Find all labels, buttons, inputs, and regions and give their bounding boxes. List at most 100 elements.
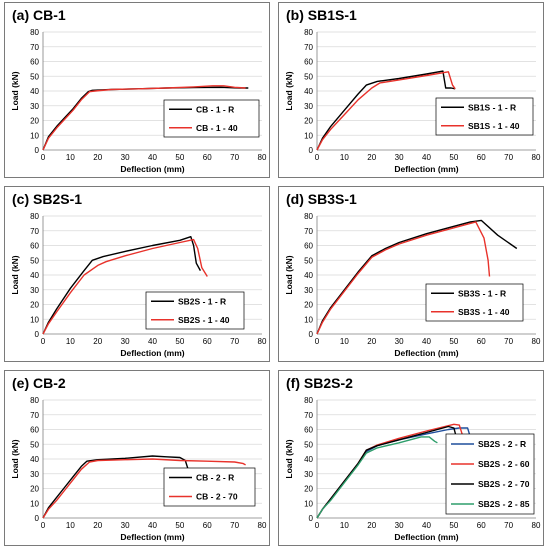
x-tick-label: 50 bbox=[175, 337, 184, 346]
x-tick-label: 10 bbox=[66, 153, 75, 162]
y-tick-label: 60 bbox=[304, 58, 313, 67]
x-tick-label: 70 bbox=[230, 521, 239, 530]
x-axis-label: Deflection (mm) bbox=[394, 164, 458, 174]
legend-label: CB - 1 - 40 bbox=[196, 123, 238, 133]
y-tick-label: 60 bbox=[304, 426, 313, 435]
x-axis-label: Deflection (mm) bbox=[120, 164, 184, 174]
y-tick-label: 0 bbox=[35, 330, 40, 339]
x-tick-label: 80 bbox=[532, 521, 541, 530]
x-tick-label: 30 bbox=[395, 521, 404, 530]
x-axis-label: Deflection (mm) bbox=[394, 348, 458, 358]
legend-label: SB2S - 2 - 60 bbox=[478, 459, 530, 469]
y-tick-label: 0 bbox=[35, 146, 40, 155]
y-tick-label: 20 bbox=[30, 485, 39, 494]
y-tick-label: 80 bbox=[30, 396, 39, 405]
y-tick-label: 30 bbox=[30, 470, 39, 479]
y-tick-label: 10 bbox=[30, 131, 39, 140]
panel-title: (b) SB1S-1 bbox=[286, 7, 357, 23]
y-tick-label: 50 bbox=[304, 256, 313, 265]
y-axis-label: Load (kN) bbox=[284, 439, 294, 478]
y-tick-label: 0 bbox=[309, 146, 314, 155]
legend-label: SB2S - 2 - 85 bbox=[478, 499, 530, 509]
y-tick-label: 70 bbox=[30, 411, 39, 420]
y-tick-label: 10 bbox=[304, 315, 313, 324]
x-tick-label: 50 bbox=[175, 153, 184, 162]
chart-panel-3: (c) SB2S-1 0 10 20 30 40 50 60 70 80 0 10 20 30 40 50 60… bbox=[4, 186, 270, 362]
panel-frame bbox=[278, 186, 544, 362]
series-line-1 bbox=[316, 70, 456, 151]
x-tick-label: 60 bbox=[203, 337, 212, 346]
y-tick-label: 40 bbox=[30, 87, 39, 96]
x-tick-label: 70 bbox=[504, 337, 513, 346]
x-tick-label: 20 bbox=[93, 153, 102, 162]
x-tick-label: 50 bbox=[175, 521, 184, 530]
x-tick-label: 70 bbox=[504, 153, 513, 162]
x-tick-label: 0 bbox=[41, 337, 46, 346]
x-tick-label: 10 bbox=[66, 337, 75, 346]
y-tick-label: 40 bbox=[304, 271, 313, 280]
legend-box bbox=[435, 97, 534, 136]
y-tick-label: 80 bbox=[304, 212, 313, 221]
y-tick-label: 50 bbox=[304, 72, 313, 81]
x-tick-label: 10 bbox=[340, 153, 349, 162]
x-tick-label: 30 bbox=[395, 337, 404, 346]
x-tick-label: 20 bbox=[367, 521, 376, 530]
legend-label: SB1S - 1 - R bbox=[468, 102, 516, 112]
x-tick-label: 40 bbox=[148, 153, 157, 162]
legend-label: SB1S - 1 - 40 bbox=[468, 121, 520, 131]
chart-panel-4: (d) SB3S-1 0 10 20 30 40 50 60 70 80 0 10 20 30 40 50 60… bbox=[278, 186, 544, 362]
panel-frame bbox=[4, 186, 270, 362]
y-tick-label: 60 bbox=[30, 242, 39, 251]
y-axis-label: Load (kN) bbox=[10, 255, 20, 294]
x-axis-label: Deflection (mm) bbox=[120, 348, 184, 358]
y-tick-label: 30 bbox=[304, 286, 313, 295]
x-tick-label: 0 bbox=[41, 153, 46, 162]
legend-label: SB3S - 1 - 40 bbox=[458, 307, 510, 317]
x-tick-label: 60 bbox=[477, 153, 486, 162]
chart-panel-5: (e) CB-2 0 10 20 30 40 50 60 70 80 0 10 20 30 40 50 60 70… bbox=[4, 370, 270, 546]
series-line-2 bbox=[42, 238, 208, 335]
x-tick-label: 30 bbox=[121, 521, 130, 530]
x-tick-label: 40 bbox=[422, 153, 431, 162]
x-tick-label: 50 bbox=[449, 521, 458, 530]
legend-label: CB - 2 - R bbox=[196, 473, 234, 483]
y-tick-label: 70 bbox=[30, 43, 39, 52]
y-tick-label: 40 bbox=[304, 455, 313, 464]
x-tick-label: 70 bbox=[230, 337, 239, 346]
x-tick-label: 40 bbox=[148, 337, 157, 346]
series-line-2 bbox=[42, 85, 246, 151]
legend-box bbox=[145, 291, 245, 330]
y-tick-label: 30 bbox=[30, 286, 39, 295]
x-tick-label: 20 bbox=[367, 337, 376, 346]
series-line-1 bbox=[316, 219, 518, 335]
y-axis-label: Load (kN) bbox=[10, 71, 20, 110]
y-tick-label: 30 bbox=[30, 102, 39, 111]
series-line-4 bbox=[316, 436, 438, 519]
y-tick-label: 20 bbox=[304, 485, 313, 494]
legend-label: SB2S - 2 - R bbox=[478, 439, 526, 449]
x-axis-label: Deflection (mm) bbox=[394, 532, 458, 542]
panel-title: (a) CB-1 bbox=[12, 7, 66, 23]
y-tick-label: 80 bbox=[30, 212, 39, 221]
x-tick-label: 50 bbox=[449, 153, 458, 162]
chart-panel-6: (f) SB2S-2 0 10 20 30 40 50 60 70 80 0 10 20 30 40 50 60… bbox=[278, 370, 544, 546]
panel-title: (d) SB3S-1 bbox=[286, 191, 357, 207]
x-tick-label: 70 bbox=[230, 153, 239, 162]
y-tick-label: 70 bbox=[304, 43, 313, 52]
y-tick-label: 10 bbox=[304, 131, 313, 140]
panel-title: (f) SB2S-2 bbox=[286, 375, 353, 391]
y-tick-label: 70 bbox=[304, 411, 313, 420]
legend-box bbox=[425, 283, 524, 322]
y-tick-label: 0 bbox=[309, 514, 314, 523]
y-tick-label: 70 bbox=[30, 227, 39, 236]
y-tick-label: 80 bbox=[304, 396, 313, 405]
y-axis-label: Load (kN) bbox=[284, 71, 294, 110]
y-tick-label: 80 bbox=[304, 28, 313, 37]
y-tick-label: 20 bbox=[304, 301, 313, 310]
series-line-1 bbox=[42, 455, 192, 519]
x-tick-label: 0 bbox=[315, 337, 320, 346]
x-tick-label: 40 bbox=[148, 521, 157, 530]
x-tick-label: 40 bbox=[422, 337, 431, 346]
x-tick-label: 20 bbox=[93, 521, 102, 530]
